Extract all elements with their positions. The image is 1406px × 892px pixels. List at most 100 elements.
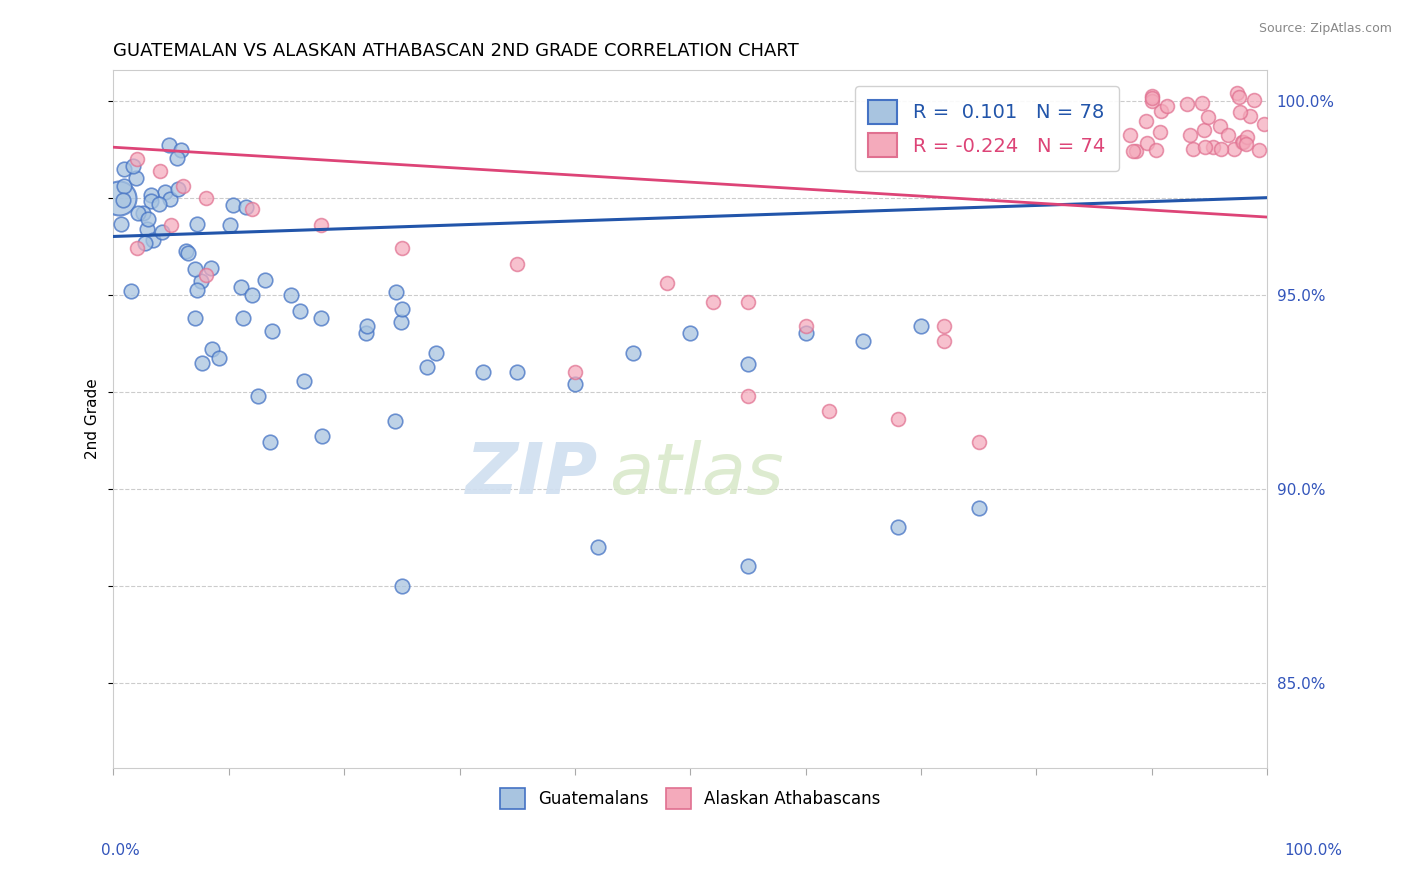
Point: [121, 160, 143, 174]
Point: [132, 205, 155, 219]
Point: [1181, 141, 1204, 155]
Point: [292, 374, 315, 388]
Text: 100.0%: 100.0%: [1285, 843, 1343, 858]
Point: [184, 311, 207, 326]
Point: [150, 225, 173, 239]
Point: [112, 194, 135, 208]
Point: [967, 501, 990, 516]
Point: [1247, 143, 1270, 157]
Point: [737, 358, 759, 372]
Point: [170, 143, 193, 157]
Point: [184, 261, 207, 276]
Point: [200, 260, 222, 275]
Point: [391, 241, 413, 255]
Point: [127, 206, 149, 220]
Text: Source: ZipAtlas.com: Source: ZipAtlas.com: [1258, 22, 1392, 36]
Point: [1135, 113, 1157, 128]
Point: [136, 212, 159, 227]
Point: [1192, 123, 1215, 137]
Point: [621, 346, 644, 360]
Point: [136, 222, 159, 236]
Point: [1223, 142, 1246, 156]
Point: [120, 285, 142, 299]
Point: [967, 435, 990, 450]
Point: [157, 138, 180, 153]
Point: [1175, 97, 1198, 112]
Point: [290, 303, 312, 318]
Point: [134, 235, 156, 250]
Point: [309, 310, 332, 325]
Point: [166, 152, 188, 166]
Point: [190, 274, 212, 288]
Point: [391, 579, 413, 593]
Point: [887, 412, 910, 426]
Point: [260, 324, 283, 338]
Point: [1144, 143, 1167, 157]
Point: [153, 185, 176, 199]
Point: [191, 356, 214, 370]
Legend: Guatemalans, Alaskan Athabascans: Guatemalans, Alaskan Athabascans: [494, 781, 887, 815]
Point: [1232, 136, 1254, 150]
Point: [1209, 120, 1232, 134]
Point: [186, 217, 208, 231]
Point: [1243, 93, 1265, 107]
Point: [1253, 117, 1275, 131]
Point: [702, 295, 724, 310]
Point: [384, 414, 406, 428]
Point: [174, 244, 197, 258]
Point: [148, 196, 170, 211]
Point: [172, 179, 194, 194]
Point: [149, 163, 172, 178]
Point: [794, 318, 817, 333]
Point: [1232, 135, 1254, 149]
Point: [280, 288, 302, 302]
Point: [142, 233, 165, 247]
Y-axis label: 2nd Grade: 2nd Grade: [86, 378, 100, 459]
Point: [246, 389, 269, 403]
Point: [160, 218, 183, 232]
Point: [852, 334, 875, 349]
Point: [657, 276, 679, 290]
Point: [887, 520, 910, 534]
Point: [794, 326, 817, 341]
Point: [356, 318, 378, 333]
Point: [1178, 128, 1201, 143]
Point: [232, 311, 254, 326]
Point: [125, 241, 148, 255]
Point: [679, 326, 702, 341]
Text: ZIP: ZIP: [465, 440, 598, 509]
Point: [177, 246, 200, 260]
Point: [159, 192, 181, 206]
Point: [112, 161, 135, 176]
Point: [1197, 110, 1219, 124]
Text: GUATEMALAN VS ALASKAN ATHABASCAN 2ND GRADE CORRELATION CHART: GUATEMALAN VS ALASKAN ATHABASCAN 2ND GRA…: [114, 42, 799, 60]
Text: atlas: atlas: [610, 440, 785, 509]
Point: [1194, 140, 1216, 154]
Point: [194, 268, 217, 283]
Point: [125, 152, 148, 166]
Point: [1234, 137, 1257, 152]
Point: [139, 188, 162, 202]
Point: [1209, 142, 1232, 156]
Point: [1156, 99, 1178, 113]
Point: [1149, 125, 1171, 139]
Point: [737, 559, 759, 574]
Point: [1149, 103, 1171, 118]
Point: [222, 198, 245, 212]
Point: [108, 191, 131, 205]
Point: [231, 280, 253, 294]
Point: [110, 217, 132, 231]
Point: [506, 365, 529, 379]
Point: [125, 171, 148, 186]
Point: [186, 283, 208, 297]
Point: [354, 326, 377, 341]
Point: [1236, 130, 1258, 145]
Point: [506, 257, 529, 271]
Point: [208, 351, 231, 365]
Point: [1140, 94, 1163, 108]
Point: [1122, 144, 1144, 158]
Point: [139, 194, 162, 209]
Point: [309, 218, 332, 232]
Point: [391, 301, 413, 316]
Point: [1229, 105, 1251, 120]
